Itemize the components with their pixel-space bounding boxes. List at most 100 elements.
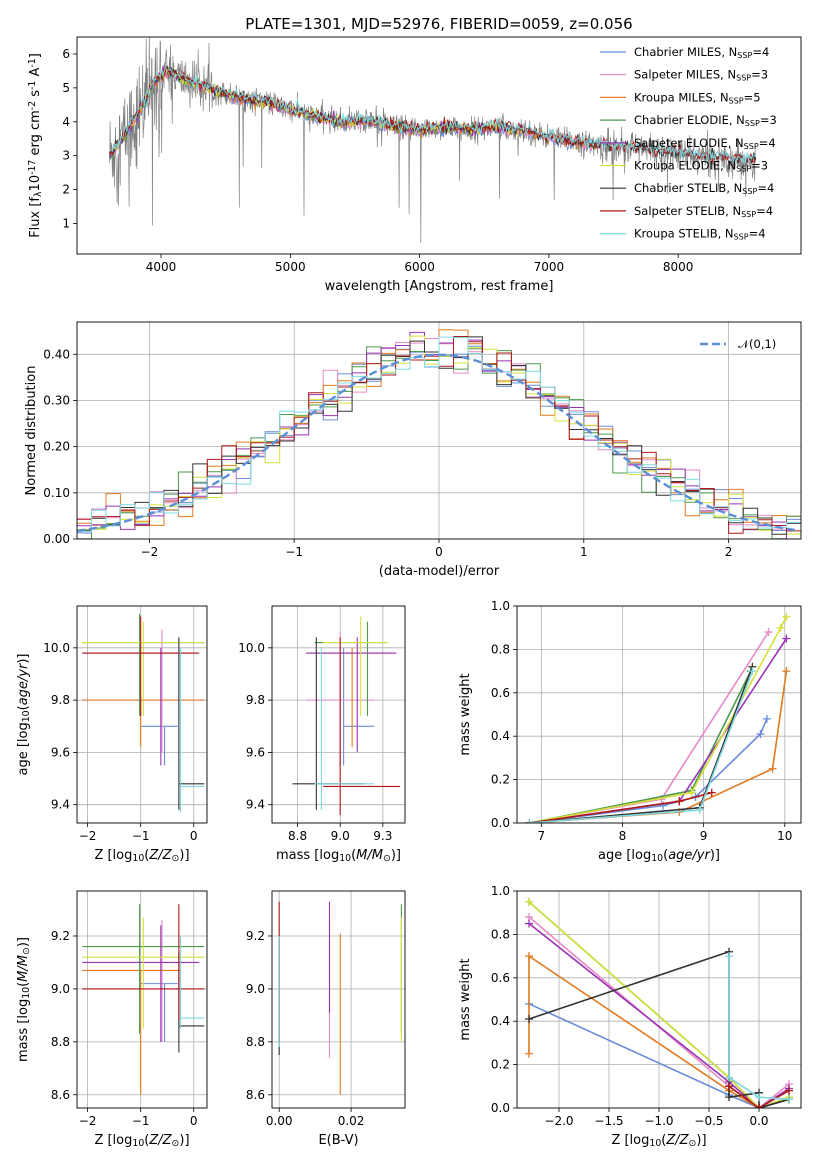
legend-entry: 𝒩(0,1) (738, 337, 776, 351)
text-span: )] (16, 653, 31, 663)
legend-name: Chabrier ELODIE, N (634, 113, 745, 127)
text-span: ( (144, 1133, 149, 1148)
weight-point-marker (725, 1082, 733, 1091)
legend-suffix: =3 (760, 113, 777, 127)
y-axis-label: mass weight (458, 673, 473, 755)
y-tick-label: 0.6 (491, 686, 510, 700)
weight-series-line (528, 950, 790, 1108)
weight-series-line (528, 901, 790, 1108)
weight-point-marker (764, 628, 773, 637)
x-tick-label: −2 (141, 545, 159, 559)
weight-point-marker (785, 1095, 793, 1104)
x-axis-label: Z [log10(Z/Z⊙)] (94, 848, 189, 864)
weight-point-marker (695, 805, 704, 814)
weight-point-marker (782, 667, 791, 676)
x-tick-label: 9 (700, 829, 708, 843)
legend-entry: Salpeter STELIB, NSSP=4 (634, 204, 773, 219)
axes-mass-vs-ebv: 0.00 0.02 8.6 8.8 9.0 9.2 E(B-V) (246, 890, 406, 1148)
math-span: 10 (132, 1138, 144, 1149)
legend-entry: Kroupa MILES, NSSP=5 (634, 90, 761, 105)
y-tick-label: 0.6 (491, 971, 510, 985)
text-span: E(B-V) (318, 1133, 358, 1148)
x-tick-label: 9.0 (331, 829, 350, 843)
weight-series-line (529, 670, 752, 823)
x-tick-label: 8 (619, 829, 627, 843)
weight-series-line (529, 718, 768, 823)
axes-weight-vs-Z: −2.0 −1.5 −1.0 −0.5 0.0 0.0 0.2 0.4 0.6 0.8 1.0 Z [… (458, 884, 802, 1149)
y-axis-label: mass weight (458, 958, 473, 1040)
x-tick-label: 0.00 (266, 1114, 293, 1128)
x-tick-label: 7000 (534, 260, 565, 274)
text-span: )] (391, 848, 401, 863)
math-span: Z/Z (148, 848, 172, 863)
weight-point-marker (525, 1049, 533, 1058)
legend-entry: Chabrier ELODIE, NSSP=3 (634, 113, 777, 128)
legend-name: Salpeter ELODIE, N (634, 136, 744, 150)
weight-series-line (529, 666, 754, 823)
text-span: age [log (598, 848, 651, 863)
text-span: mass [log (276, 848, 339, 863)
legend-suffix: =4 (759, 136, 776, 150)
legend-subscript: SSP (742, 187, 757, 196)
chart-title: PLATE=1301, MJD=52976, FIBERID=0059, z=0… (245, 15, 632, 33)
axes-frame (516, 605, 802, 824)
math-span: 10 (339, 853, 351, 864)
math-span: Z/Z (148, 1133, 172, 1148)
legend-subscript: SSP (737, 51, 752, 60)
y-tick-label: 0.30 (43, 393, 70, 407)
y-tick-label: 0.00 (43, 532, 70, 546)
legend-suffix: =4 (756, 204, 773, 218)
y-tick-label: 9.6 (246, 745, 265, 759)
weight-point-marker (707, 788, 716, 797)
math-span: -17 (27, 160, 38, 175)
legend-suffix: =4 (752, 45, 769, 59)
x-axis-label: mass [log10(M/M⊙)] (276, 848, 401, 864)
y-tick-label: 9.0 (246, 982, 265, 996)
math-span: M/M (356, 848, 383, 863)
legend-suffix: =3 (751, 68, 768, 82)
x-tick-label: −1.0 (644, 1114, 673, 1128)
x-tick-label: −2.0 (544, 1114, 573, 1128)
plot-area (108, 37, 757, 244)
weight-point-marker (782, 612, 791, 621)
axes-frame (76, 36, 802, 255)
legend-subscript: SSP (745, 119, 760, 128)
weight-series-line (529, 638, 788, 823)
text-span: ( (663, 848, 668, 863)
plot-area (77, 322, 801, 539)
x-tick-label: 8.8 (288, 829, 307, 843)
legend-subscript: SSP (741, 210, 756, 219)
y-tick-label: 9.4 (246, 798, 265, 812)
plot-area (517, 606, 801, 823)
y-tick-label: 3 (62, 149, 70, 163)
axes-residuals: −2 −1 0 1 2 0.00 0.10 0.20 0.30 0.40 (data-model)/… (24, 321, 802, 579)
x-tick-label: 2 (725, 545, 733, 559)
y-tick-label: 2 (62, 183, 70, 197)
legend-name: Kroupa ELODIE, N (634, 159, 736, 173)
y-tick-label: 1.0 (491, 599, 510, 613)
text-span: )] (16, 937, 31, 947)
x-tick-label: 0 (435, 545, 443, 559)
math-span: age/yr (16, 662, 31, 705)
x-axis-label: (data-model)/error (379, 564, 500, 579)
math-span: ⊙ (383, 853, 391, 864)
y-tick-label: 0.0 (491, 1101, 510, 1115)
axes-mass-vs-Z: −2 −1 08.68.89.09.2Z [log10(Z/Z⊙)]mass [lo… (16, 890, 208, 1149)
text-span: Flux [f (28, 197, 43, 238)
y-tick-label: 0.8 (491, 642, 510, 656)
text-span: mass [log (16, 999, 31, 1062)
x-tick-label: 8000 (663, 260, 694, 274)
math-span: ⊙ (689, 1138, 697, 1149)
legend-name: Kroupa STELIB, N (634, 227, 734, 241)
y-tick-label: 1 (62, 216, 70, 230)
math-span: 10 (651, 853, 663, 864)
text-span: s (28, 90, 43, 101)
legend-subscript: SSP (729, 96, 744, 105)
weight-point-marker (768, 764, 777, 773)
weight-point-marker (525, 952, 533, 961)
text-span: Z [log (94, 1133, 132, 1148)
x-tick-label: 0 (190, 829, 198, 843)
weight-point-marker (762, 714, 771, 723)
math-span: -1 (27, 58, 38, 67)
